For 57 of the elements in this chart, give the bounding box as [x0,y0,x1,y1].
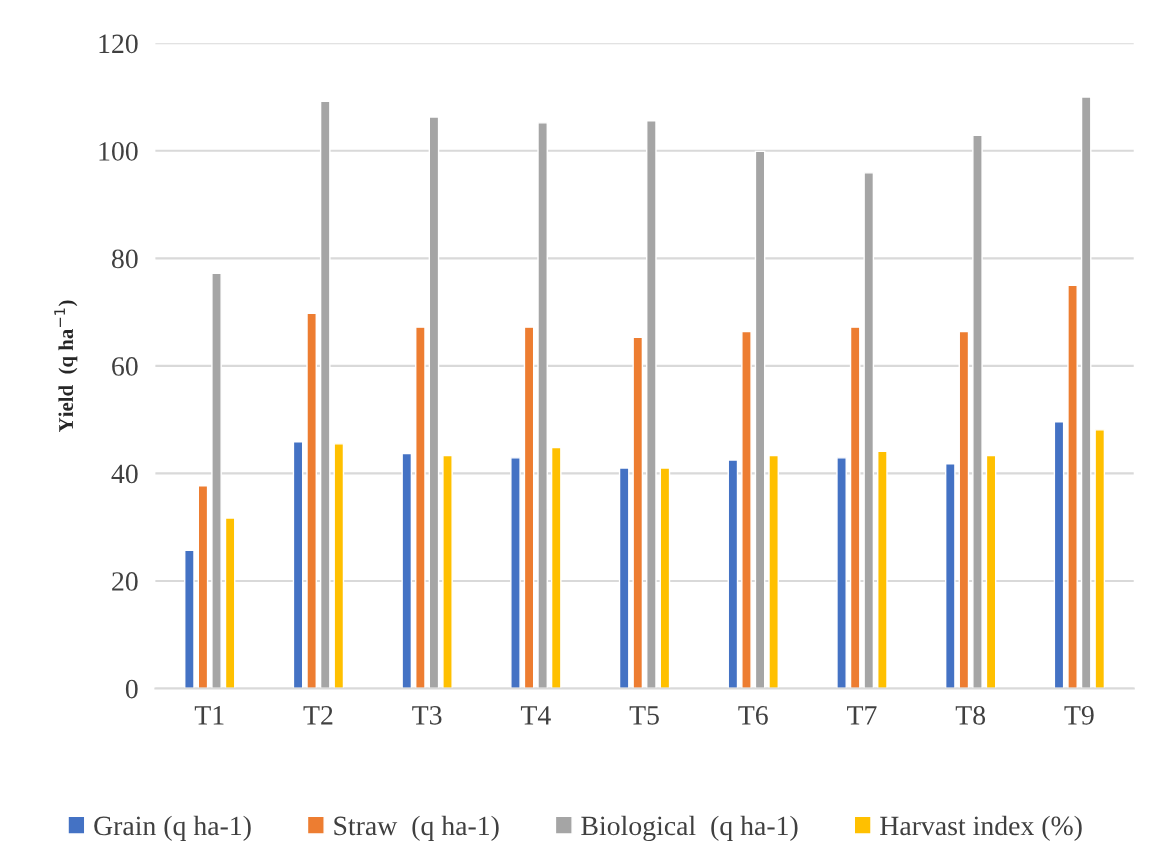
x-tick-label: T4 [520,706,551,725]
bar [632,336,644,689]
bar [510,457,521,689]
legend-label: Grain (q ha-1) [94,815,251,841]
x-tick-label: T9 [1064,706,1094,725]
bar [428,116,440,689]
bar [1053,421,1065,689]
bar [836,457,847,689]
x-tick-label: T7 [847,706,877,725]
y-axis-title: Yield (q ha$^{−1}$) [54,300,78,432]
y-tick-label: 40 [111,464,138,484]
bar [1080,96,1092,689]
bar [184,549,195,689]
bar [537,122,548,689]
y-tick-label: 120 [99,34,138,54]
x-tick-label: T3 [412,706,442,725]
bar [292,440,304,689]
bar [319,100,331,689]
bar [401,452,413,689]
x-tick-label: T8 [955,705,986,725]
bar [306,312,317,689]
bar [442,454,453,689]
bar [958,330,970,689]
bar [646,120,657,689]
bar [754,150,766,689]
legend-label: Biological (q ha-1) [581,815,798,841]
bar [944,463,956,689]
x-tick-label: T5 [629,706,659,725]
bar [985,454,997,689]
y-tick-label: 60 [112,357,138,376]
bar [727,459,739,689]
legend-label: Harvast index (%) [880,815,1082,841]
bar [415,326,426,689]
y-tick-label: 80 [112,249,138,269]
bar [972,134,983,689]
bar [1094,429,1106,689]
x-tick-label: T6 [738,706,768,725]
bar [224,517,236,689]
bar [1067,284,1078,689]
bar [877,450,888,689]
legend-label: Straw (q ha-1) [334,815,499,841]
bar [659,467,671,689]
bar [849,326,861,689]
bar [863,172,875,689]
x-tick-label: T1 [194,706,224,725]
bar [333,443,345,689]
bar [211,272,222,689]
y-tick-label: 100 [99,141,138,161]
bar [197,485,209,689]
bar [618,467,630,689]
bar [768,454,779,689]
bar [523,326,535,689]
bar [550,446,562,689]
y-tick-label: 20 [112,572,138,591]
bar [741,330,752,689]
x-tick-label: T2 [303,706,333,725]
y-tick-label: 0 [125,679,138,699]
